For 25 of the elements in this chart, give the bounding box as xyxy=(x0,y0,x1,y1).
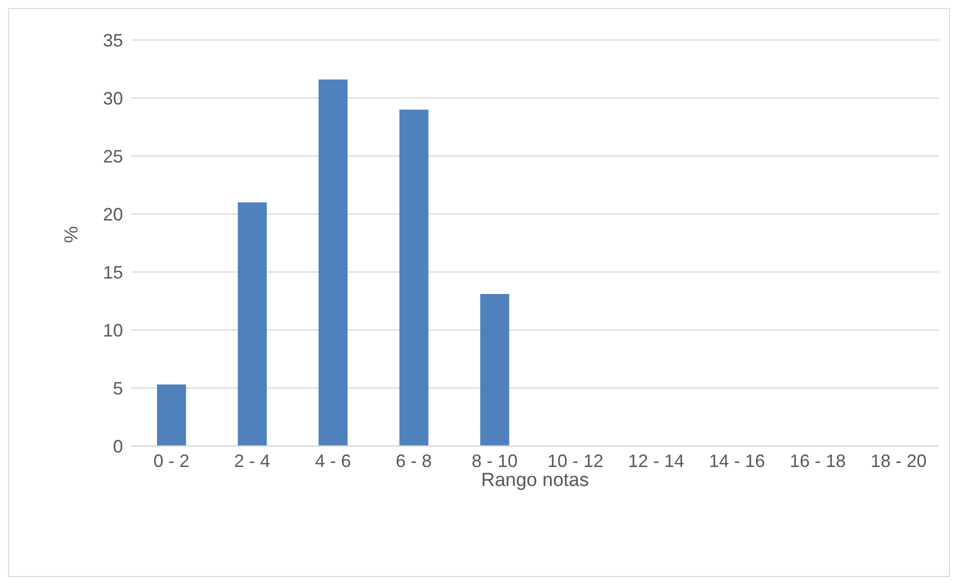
x-tick-label: 0 - 2 xyxy=(153,450,190,471)
x-tick-label: 8 - 10 xyxy=(472,450,518,471)
bar xyxy=(238,202,267,446)
bar xyxy=(399,110,428,446)
x-tick-label: 14 - 16 xyxy=(708,450,766,471)
y-axis-title: % xyxy=(62,226,83,243)
y-tick-label: 15 xyxy=(102,262,123,282)
x-tick-label: 18 - 20 xyxy=(870,450,927,471)
bar xyxy=(157,384,186,446)
bar xyxy=(318,79,348,446)
y-tick-label: 25 xyxy=(102,146,123,166)
bar xyxy=(480,294,510,446)
y-tick-label: 30 xyxy=(102,88,123,108)
x-tick-label: 4 - 6 xyxy=(314,450,352,471)
x-tick-label: 2 - 4 xyxy=(234,450,270,471)
x-tick-label: 16 - 18 xyxy=(790,450,846,471)
y-tick-label: 20 xyxy=(102,204,123,224)
x-axis-title: Rango notas xyxy=(481,470,589,491)
x-tick-label: 12 - 14 xyxy=(628,450,684,471)
y-tick-label: 5 xyxy=(112,378,123,398)
x-tick-label: 10 - 12 xyxy=(547,450,604,471)
y-tick-label: 10 xyxy=(102,320,123,340)
y-tick-label: 35 xyxy=(102,30,123,50)
x-tick-label: 6 - 8 xyxy=(396,450,432,471)
y-tick-label: 0 xyxy=(112,436,123,456)
